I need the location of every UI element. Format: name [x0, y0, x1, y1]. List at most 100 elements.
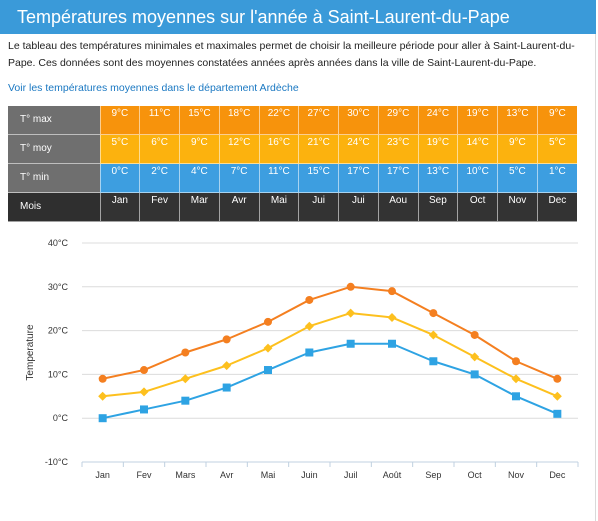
series-line-0: [102, 285, 558, 380]
series-2-point: [140, 405, 148, 414]
table-cell-max: 30°C: [338, 106, 379, 135]
series-0-point: [470, 330, 479, 339]
x-tick-label: Fev: [136, 470, 152, 480]
x-tick-label: Juil: [344, 470, 358, 480]
x-tick-label: Juin: [301, 470, 318, 480]
table-cell-min: 5°C: [497, 163, 538, 193]
table-cell-moy: 5°C: [536, 134, 577, 164]
series-2-point: [470, 370, 479, 379]
table-cell-max: 27°C: [298, 106, 339, 135]
table-cell-month: Avr: [218, 192, 259, 222]
row-label-moy: T° moy: [8, 134, 100, 164]
table-cell-moy: 9°C: [497, 134, 538, 164]
table-cell-max: 18°C: [218, 106, 259, 135]
series-0-point: [181, 348, 190, 357]
table-cell-max: 11°C: [139, 106, 180, 135]
series-0-point: [305, 295, 314, 304]
series-0-point: [553, 374, 562, 383]
table-row-min: T° min 0°C 2°C 4°C 7°C 11°C 15°C 17°C 17…: [8, 163, 577, 193]
table-cell-min: 17°C: [338, 163, 379, 193]
table-cell-min: 17°C: [377, 163, 418, 193]
table-cell-max: 9°C: [536, 106, 577, 135]
y-tick-label: 20°C: [48, 326, 69, 336]
table-cell-month: Jui: [338, 192, 379, 222]
table-cell-moy: 6°C: [139, 134, 180, 164]
series-0-point: [98, 374, 107, 383]
series-0-point: [140, 366, 148, 375]
series-0-point: [512, 357, 520, 366]
page-title: Températures moyennes sur l'année à Sain…: [17, 7, 510, 27]
series-2-point: [346, 339, 355, 348]
x-tick-label: Mars: [175, 470, 195, 480]
row-label-mois: Mois: [8, 192, 100, 222]
y-tick-label: 40°C: [48, 238, 69, 248]
row-label-min: T° min: [8, 163, 100, 193]
series-1-point: [387, 312, 397, 322]
series-1-point: [139, 387, 149, 397]
table-cell-moy: 24°C: [338, 134, 379, 164]
table-cell-max: 15°C: [179, 106, 220, 135]
y-tick-label: 30°C: [48, 282, 69, 292]
table-cell-min: 11°C: [258, 163, 299, 193]
table-cell-month: Oct: [457, 192, 498, 222]
row-label-max: T° max: [8, 106, 100, 135]
series-2-point: [264, 366, 272, 375]
series-1-point: [304, 321, 314, 331]
table-cell-moy: 16°C: [258, 134, 299, 164]
series-2-point: [553, 409, 562, 418]
table-cell-min: 4°C: [179, 163, 220, 193]
x-tick-label: Oct: [468, 470, 483, 480]
page-header: Températures moyennes sur l'année à Sain…: [0, 0, 596, 34]
table-cell-moy: 23°C: [377, 134, 418, 164]
series-2-point: [305, 348, 314, 357]
table-cell-month: Nov: [497, 192, 538, 222]
table-cell-min: 15°C: [298, 163, 339, 193]
table-cell-moy: 12°C: [218, 134, 259, 164]
table-cell-month: Mar: [179, 192, 220, 222]
series-0-point: [388, 287, 396, 296]
series-2-point: [512, 392, 520, 401]
series-1-point: [98, 391, 108, 401]
series-0-point: [264, 317, 272, 326]
table-cell-month: Dec: [536, 192, 577, 222]
table-cell-min: 2°C: [139, 163, 180, 193]
table-cell-moy: 5°C: [99, 134, 140, 164]
series-0-point: [222, 335, 231, 344]
x-tick-label: Mai: [261, 470, 276, 480]
series-1-point: [222, 361, 232, 371]
table-cell-moy: 9°C: [179, 134, 220, 164]
y-tick-label: 10°C: [48, 369, 69, 379]
temperature-line-chart: -10°C 0°C 10°C 20°C 30°C 40°C Jan Fev Mars Avr Mai…: [25, 238, 579, 480]
series-1-point: [511, 374, 521, 384]
x-tick-label: Août: [383, 470, 402, 480]
series-1-point: [180, 374, 190, 384]
series-line-1: [102, 312, 558, 398]
series-0-point: [346, 282, 355, 291]
y-tick-label: -10°C: [45, 457, 69, 467]
series-1-point: [470, 352, 480, 362]
table-cell-min: 13°C: [417, 163, 458, 193]
series-1-point: [346, 308, 356, 318]
table-row-moy: T° moy 5°C 6°C 9°C 12°C 16°C 21°C 24°C 2…: [8, 134, 577, 164]
table-cell-month: Jan: [99, 192, 140, 222]
table-cell-moy: 21°C: [298, 134, 339, 164]
table-cell-month: Jui: [298, 192, 339, 222]
series-2-point: [98, 414, 107, 423]
table-row-mois: Mois Jan Fev Mar Avr Mai Jui Jui Aou Sep…: [8, 192, 577, 222]
table-cell-max: 29°C: [377, 106, 418, 135]
table-cell-min: 0°C: [99, 163, 140, 193]
series-2-point: [429, 357, 438, 366]
table-cell-min: 10°C: [457, 163, 498, 193]
table-cell-max: 9°C: [99, 106, 140, 135]
table-cell-max: 24°C: [417, 106, 458, 135]
x-tick-label: Dec: [549, 470, 566, 480]
x-tick-label: Nov: [508, 470, 525, 480]
table-cell-month: Mai: [258, 192, 299, 222]
y-tick-label: 0°C: [53, 413, 69, 423]
table-cell-moy: 14°C: [457, 134, 498, 164]
intro-text: Le tableau des températures minimales et…: [8, 40, 575, 69]
table-cell-month: Fev: [139, 192, 180, 222]
table-cell-max: 19°C: [457, 106, 498, 135]
department-temperatures-link[interactable]: Voir les températures moyennes dans le d…: [8, 82, 299, 94]
